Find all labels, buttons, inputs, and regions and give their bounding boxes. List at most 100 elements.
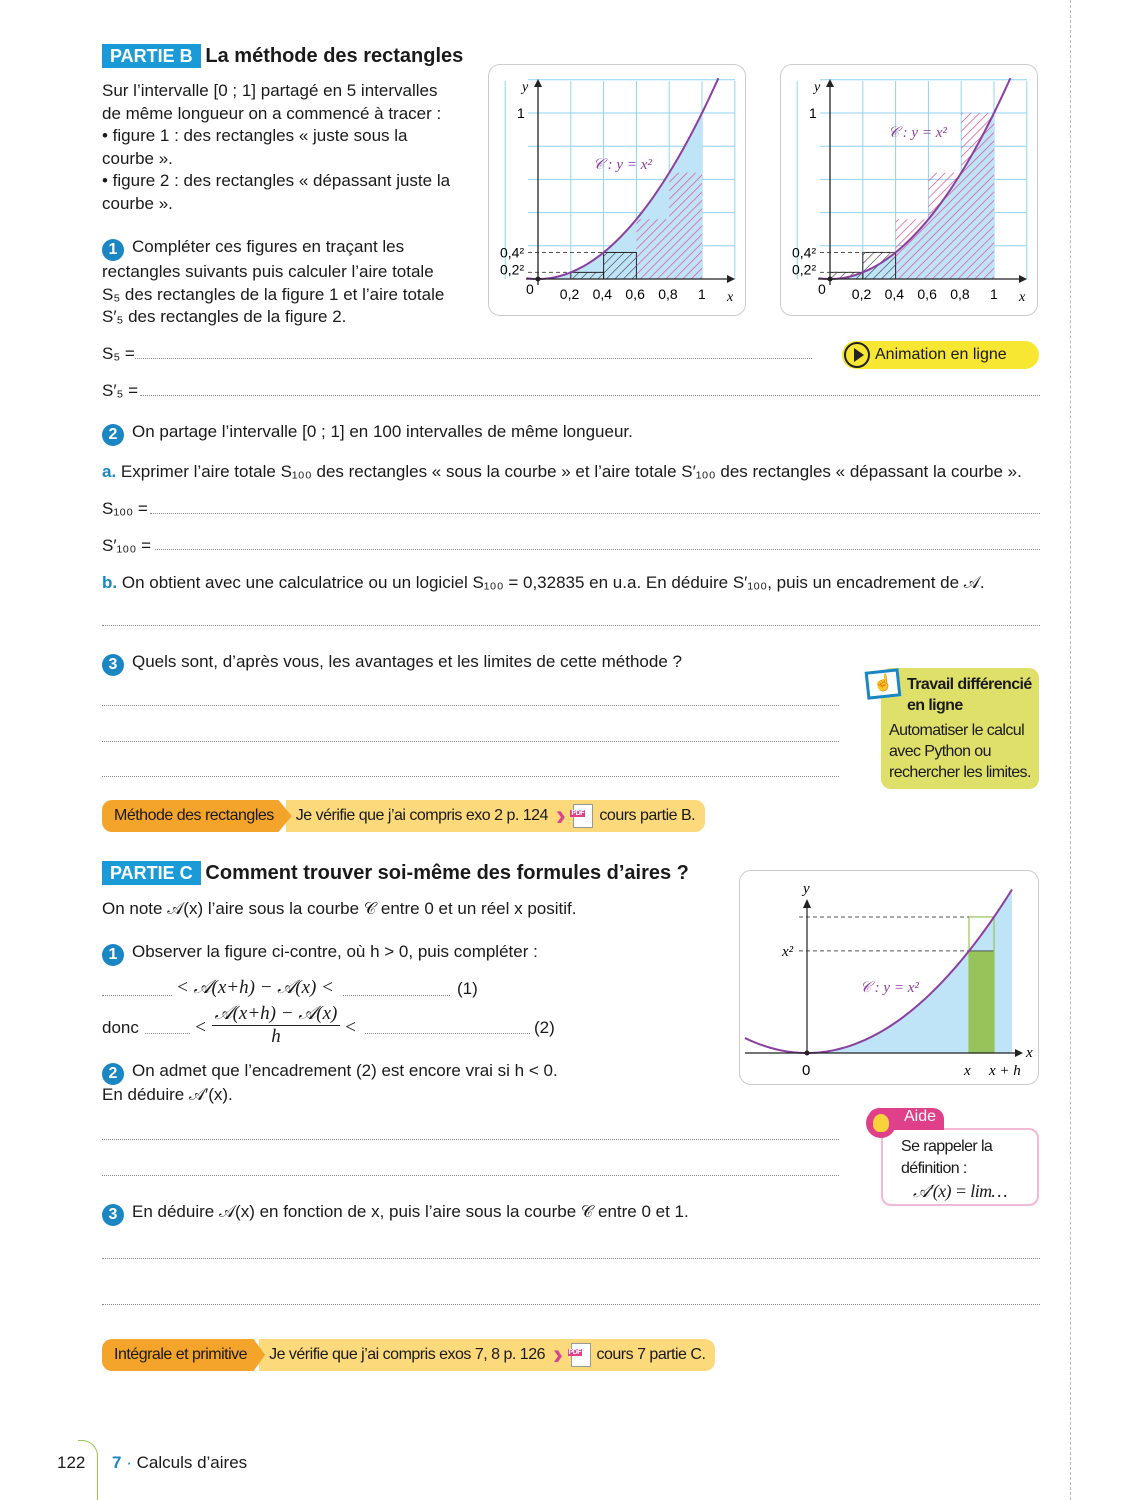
sub-label: a. — [102, 462, 117, 481]
question-2b: b. On obtient avec une calculatrice ou u… — [102, 572, 985, 594]
aide-formula: 𝒜′(x) = lim… — [913, 1181, 1008, 1201]
y-tick-1: 1 — [517, 105, 525, 121]
footer-divider — [78, 1440, 98, 1500]
fraction-numerator: 𝒜(x+h) − 𝒜(x) — [212, 1003, 340, 1026]
answer-line[interactable] — [102, 741, 839, 742]
pdf-icon — [570, 804, 594, 828]
method-tag[interactable]: Méthode des rectangles — [102, 800, 292, 832]
y-tick-04: 0,4² — [500, 244, 524, 260]
page-number: 122 — [57, 1453, 86, 1472]
part-c-intro: On note 𝒜(x) l’aire sous la courbe 𝒞 ent… — [102, 899, 577, 918]
part-c-badge: PARTIE C — [102, 861, 201, 885]
curve — [526, 77, 720, 281]
question-text: Observer la figure ci-contre, où h > 0, … — [132, 942, 538, 961]
less-than: < — [344, 1017, 357, 1038]
s5-answer-field[interactable] — [135, 358, 812, 359]
s100-answer-field[interactable] — [150, 513, 1040, 514]
question-text: En déduire 𝒜(x) en fonction de x, puis l… — [132, 1202, 689, 1221]
y-axis-arrow — [534, 79, 542, 87]
curve-label: 𝒞 : y = x² — [888, 125, 947, 141]
rectangle-to-complete — [669, 172, 702, 279]
curve-label: 𝒞 : y = x² — [593, 157, 652, 173]
figure-2-graph: y x 1 0 0,4²0,2² 0,2 0,4 0,6 0,8 1 𝒞 : y = x² — [792, 77, 1028, 305]
area-under-curve — [807, 889, 1012, 1053]
check-link[interactable]: Je vérifie que j’ai compris exo 2 p. 124 — [295, 807, 549, 824]
travail-differencie-box[interactable]: Travail différencié en ligne Automatiser… — [881, 668, 1039, 789]
x-tick-label: 1 — [990, 286, 998, 302]
aide-text: Se rappeler la définition : — [901, 1138, 993, 1177]
answer-line[interactable] — [102, 705, 839, 706]
origin-point — [827, 276, 833, 282]
intro-line: courbe ». — [102, 148, 173, 168]
question-number: 3 — [102, 1204, 124, 1226]
x-tick-label: 0,4 — [593, 286, 613, 302]
animation-button[interactable]: Animation en ligne — [842, 341, 1039, 369]
question-1: 1 Compléter ces figures en traçant les re… — [102, 236, 444, 329]
question-text: S₅ des rectangles de la figure 1 et l’ai… — [102, 284, 445, 304]
answer-field[interactable] — [365, 1033, 530, 1034]
play-icon — [844, 342, 870, 368]
y-tick-02: 0,2² — [500, 261, 524, 277]
answer-line[interactable] — [102, 625, 1040, 626]
equation-tag: (1) — [457, 979, 478, 998]
question-3: 3 Quels sont, d’après vous, les avantages… — [102, 651, 682, 676]
travail-title: Travail différencié en ligne — [907, 676, 1032, 714]
rectangle-to-complete — [636, 219, 670, 279]
question-text: On partage l’intervalle [0 ; 1] en 100 i… — [132, 422, 633, 441]
s5-label: S₅ = — [102, 344, 135, 363]
origin-label: 0 — [818, 281, 826, 297]
chapter-number: 7 — [112, 1453, 122, 1472]
intro-line: • figure 2 : des rectangles « dépassant … — [102, 171, 451, 191]
answer-line[interactable] — [102, 1304, 1040, 1305]
origin-point — [535, 276, 541, 282]
s100-label: S₁₀₀ = — [102, 499, 148, 518]
x-tick-label: 0,6 — [917, 286, 937, 302]
answer-line[interactable] — [102, 1175, 839, 1176]
cours-link[interactable]: cours 7 partie C. — [596, 1346, 706, 1363]
question-number: 3 — [102, 654, 124, 676]
s100-prime-answer-field[interactable] — [155, 549, 1040, 550]
part-b-intro: Sur l’intervalle [0 ; 1] partagé en 5 in… — [102, 80, 450, 216]
x-tick-label: 0,2 — [852, 286, 872, 302]
answer-line[interactable] — [102, 1139, 839, 1140]
s5-prime-answer-field[interactable] — [140, 395, 1040, 396]
x-axis-arrow — [1019, 275, 1027, 283]
intro-line: Sur l’intervalle [0 ; 1] partagé en 5 in… — [102, 81, 438, 100]
curve — [818, 77, 1012, 281]
figure-1: y x 1 0 0,4² 0,2² 0,2 0,4 0,6 0,8 1 𝒞 : y = x² — [488, 64, 746, 316]
fraction: 𝒜(x+h) − 𝒜(x) h — [212, 1003, 340, 1048]
y-axis-arrow — [803, 899, 811, 908]
question-text: Quels sont, d’après vous, les avantages … — [132, 652, 682, 671]
answer-line[interactable] — [102, 776, 839, 777]
y-axis-label: y — [520, 80, 529, 95]
rectangle-to-complete — [961, 113, 994, 279]
curve — [744, 888, 1013, 1054]
intro-line: courbe ». — [102, 193, 173, 213]
cours-link[interactable]: cours partie B. — [599, 807, 696, 824]
part-c-header: PARTIE C Comment trouver soi-même des fo… — [102, 861, 689, 885]
part-b-badge: PARTIE B — [102, 44, 201, 68]
question-text: On admet que l’encadrement (2) est encor… — [132, 1061, 558, 1080]
x-tick-label: 1 — [698, 286, 706, 302]
fraction-denominator: h — [271, 1026, 281, 1047]
s5-prime-label: S′₅ = — [102, 381, 139, 400]
answer-field[interactable] — [145, 1033, 190, 1034]
curve-label: 𝒞 : y = x² — [860, 980, 919, 996]
part-c-title: Comment trouver soi-même des formules d’… — [205, 862, 689, 884]
x-tick-label: 0,6 — [625, 286, 645, 302]
y-tick-02: 0,2² — [792, 261, 816, 277]
question-number: 2 — [102, 424, 124, 446]
x-tick-x: x — [963, 1063, 971, 1079]
question-text: En déduire 𝒜′(x). — [102, 1085, 233, 1104]
method-tag[interactable]: Intégrale et primitive — [102, 1339, 266, 1371]
hand-pointer-icon: ☝ — [864, 668, 902, 700]
answer-line[interactable] — [102, 1258, 1040, 1259]
rectangle-to-complete — [928, 172, 962, 279]
answer-field[interactable] — [343, 995, 450, 996]
answer-field[interactable] — [102, 995, 172, 996]
y-axis-arrow — [826, 79, 834, 87]
check-link[interactable]: Je vérifie que j’ai compris exos 7, 8 p.… — [269, 1346, 545, 1363]
question-number: 1 — [102, 239, 124, 261]
chapter-title: Calculs d’aires — [136, 1453, 248, 1472]
